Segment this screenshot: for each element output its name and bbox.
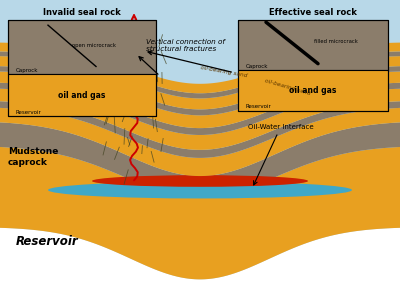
Polygon shape <box>8 74 156 116</box>
Polygon shape <box>0 123 400 198</box>
Polygon shape <box>0 42 400 93</box>
Text: Reservoir: Reservoir <box>16 110 42 115</box>
Polygon shape <box>0 52 400 98</box>
Text: oil-bearing sand: oil-bearing sand <box>200 65 248 78</box>
Bar <box>238 20 388 111</box>
Text: oil and gas: oil and gas <box>58 91 106 100</box>
Polygon shape <box>0 108 400 176</box>
Text: Oil-Water Interface: Oil-Water Interface <box>248 124 314 185</box>
Bar <box>8 20 156 116</box>
Text: Caprock: Caprock <box>16 68 38 73</box>
Polygon shape <box>0 101 400 158</box>
Ellipse shape <box>92 175 308 187</box>
Text: Effective seal rock: Effective seal rock <box>269 8 357 17</box>
Text: Reservoir: Reservoir <box>16 235 79 248</box>
Polygon shape <box>0 56 400 109</box>
Text: Vertical connection of
structural fractures: Vertical connection of structural fractu… <box>146 39 225 52</box>
Text: Invalid seal rock: Invalid seal rock <box>43 8 121 17</box>
Polygon shape <box>8 20 156 74</box>
Polygon shape <box>0 83 400 135</box>
Polygon shape <box>0 228 400 291</box>
Text: Caprock: Caprock <box>246 63 268 68</box>
Polygon shape <box>0 66 400 115</box>
Text: oil-bearing sand: oil-bearing sand <box>264 78 311 96</box>
Text: oil and gas: oil and gas <box>289 86 337 95</box>
Text: Reservoir: Reservoir <box>246 104 272 109</box>
Polygon shape <box>0 72 400 128</box>
Polygon shape <box>238 20 388 70</box>
Text: Mudstone
caprock: Mudstone caprock <box>8 148 58 167</box>
Polygon shape <box>0 89 400 150</box>
Polygon shape <box>0 147 400 279</box>
Text: open microcrack: open microcrack <box>72 43 116 48</box>
Text: filled microcrack: filled microcrack <box>314 39 358 44</box>
Ellipse shape <box>48 182 352 198</box>
Polygon shape <box>238 70 388 111</box>
